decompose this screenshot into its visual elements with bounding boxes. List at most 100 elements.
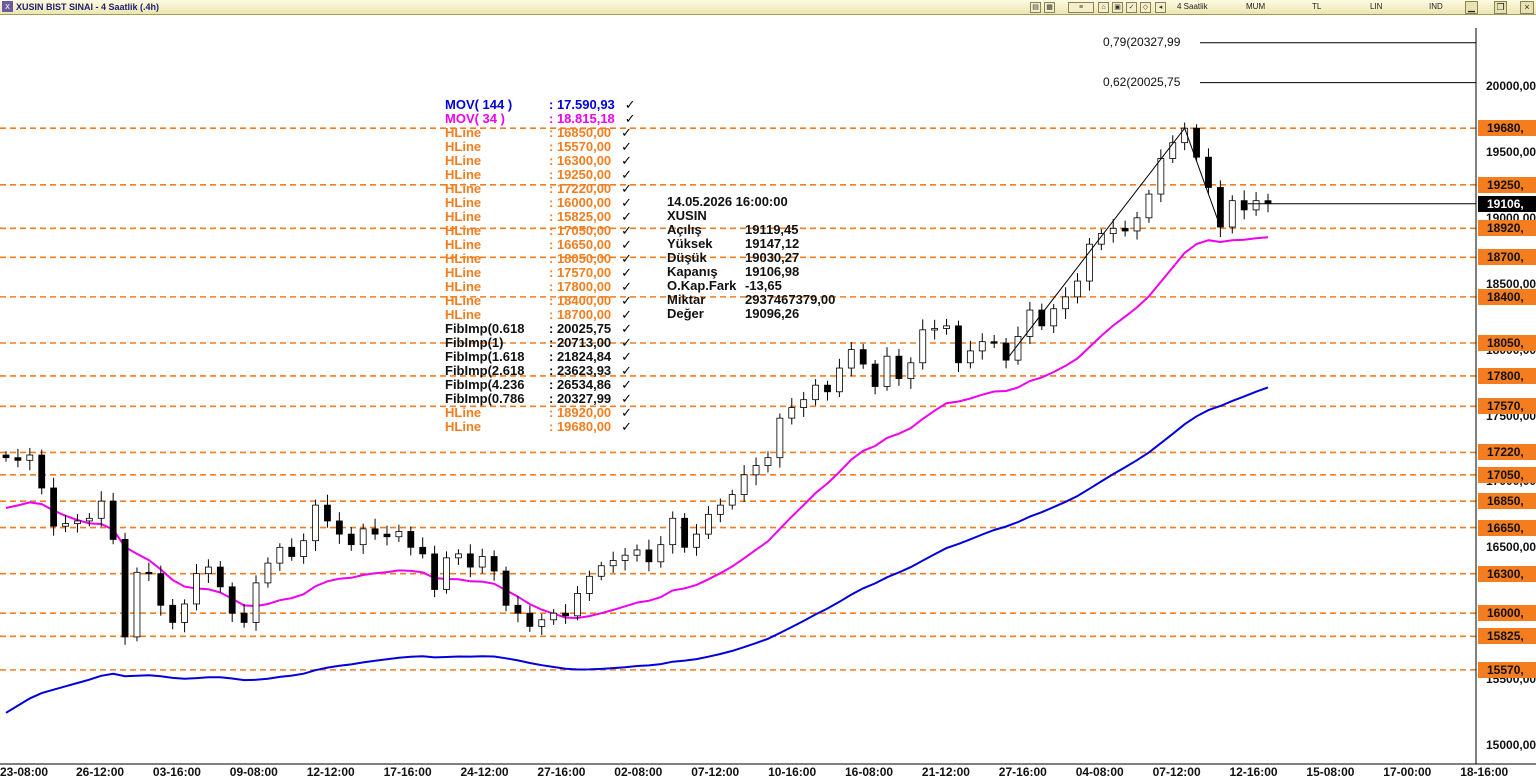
- check-icon[interactable]: ✓: [621, 251, 633, 266]
- check-icon[interactable]: ✓: [621, 125, 633, 140]
- candle-89[interactable]: [1062, 287, 1070, 319]
- candle-62[interactable]: [740, 465, 748, 502]
- toolbar-tool-icon-8[interactable]: ◂: [1155, 2, 1166, 13]
- candle-22[interactable]: [264, 557, 272, 588]
- candle-98[interactable]: [1169, 135, 1177, 163]
- check-icon[interactable]: ✓: [621, 363, 633, 378]
- candle-75[interactable]: [895, 348, 903, 386]
- period-selector[interactable]: 4 Saatlik: [1177, 2, 1208, 11]
- legend-row[interactable]: HLine: 17050,00 ✓: [445, 224, 636, 238]
- candle-97[interactable]: [1157, 149, 1165, 203]
- candle-40[interactable]: [478, 548, 486, 574]
- check-icon[interactable]: ✓: [624, 111, 636, 126]
- check-icon[interactable]: ✓: [621, 153, 633, 168]
- legend-row[interactable]: HLine: 17800,00 ✓: [445, 280, 636, 294]
- candle-55[interactable]: [657, 536, 665, 568]
- legend-row[interactable]: HLine: 18400,00 ✓: [445, 294, 636, 308]
- currency-selector[interactable]: TL: [1312, 2, 1322, 11]
- check-icon[interactable]: ✓: [621, 419, 633, 434]
- candle-56[interactable]: [669, 511, 677, 554]
- candle-72[interactable]: [859, 343, 867, 369]
- toolbar-tool-icon-3[interactable]: ≡: [1068, 2, 1094, 13]
- legend-row[interactable]: FibImp(0.618: 20025,75 ✓: [445, 322, 636, 336]
- candle-34[interactable]: [407, 526, 415, 556]
- candle-47[interactable]: [562, 604, 569, 624]
- legend-row[interactable]: HLine: 16000,00 ✓: [445, 196, 636, 210]
- candle-82[interactable]: [978, 333, 986, 360]
- candle-12[interactable]: [145, 562, 153, 582]
- candle-104[interactable]: [1240, 190, 1248, 220]
- candle-3[interactable]: [38, 449, 46, 495]
- candle-14[interactable]: [169, 598, 177, 630]
- check-icon[interactable]: ✓: [621, 181, 633, 196]
- candle-13[interactable]: [157, 565, 165, 616]
- candle-19[interactable]: [228, 582, 236, 623]
- toolbar-tool-icon-5[interactable]: ▣: [1112, 2, 1123, 13]
- candle-59[interactable]: [705, 506, 712, 539]
- candle-41[interactable]: [490, 550, 498, 581]
- check-icon[interactable]: ✓: [621, 223, 633, 238]
- candle-6[interactable]: [74, 514, 81, 533]
- candle-29[interactable]: [347, 527, 355, 551]
- check-icon[interactable]: ✓: [621, 139, 633, 154]
- legend-row[interactable]: HLine: 18050,00 ✓: [445, 252, 636, 266]
- legend-row[interactable]: HLine: 18920,00 ✓: [445, 406, 636, 420]
- candle-57[interactable]: [681, 513, 689, 553]
- candle-65[interactable]: [776, 413, 784, 468]
- candle-43[interactable]: [514, 595, 522, 623]
- candle-21[interactable]: [252, 575, 260, 631]
- candle-38[interactable]: [455, 549, 462, 565]
- candle-16[interactable]: [193, 564, 200, 611]
- candle-94[interactable]: [1121, 220, 1129, 237]
- check-icon[interactable]: ✓: [621, 321, 633, 336]
- close-button[interactable]: ×: [1520, 1, 1534, 14]
- candle-32[interactable]: [383, 525, 391, 546]
- candle-18[interactable]: [216, 561, 224, 593]
- check-icon[interactable]: ✓: [621, 405, 633, 420]
- legend-row[interactable]: MOV( 144 ): 17.590,93 ✓: [445, 98, 636, 112]
- legend-row[interactable]: MOV( 34 ): 18.815,18 ✓: [445, 112, 636, 126]
- candle-31[interactable]: [371, 518, 379, 540]
- candle-17[interactable]: [204, 559, 212, 584]
- legend-row[interactable]: HLine: 19250,00 ✓: [445, 168, 636, 182]
- legend-row[interactable]: HLine: 15825,00 ✓: [445, 210, 636, 224]
- candle-74[interactable]: [883, 347, 891, 391]
- candle-15[interactable]: [181, 599, 188, 633]
- trend-line-up[interactable]: [1005, 127, 1186, 361]
- check-icon[interactable]: ✓: [621, 279, 633, 294]
- candle-10[interactable]: [121, 532, 129, 645]
- candle-20[interactable]: [240, 603, 248, 628]
- candle-58[interactable]: [693, 524, 700, 556]
- candle-5[interactable]: [62, 515, 69, 533]
- candle-1[interactable]: [14, 448, 22, 468]
- candle-44[interactable]: [526, 605, 534, 632]
- legend-row[interactable]: HLine: 19680,00 ✓: [445, 420, 636, 434]
- toolbar-tool-icon-7[interactable]: ◇: [1140, 2, 1151, 13]
- candle-53[interactable]: [633, 544, 641, 562]
- candle-80[interactable]: [955, 320, 962, 373]
- candle-66[interactable]: [788, 398, 796, 425]
- candle-92[interactable]: [1097, 229, 1105, 251]
- legend-row[interactable]: HLine: 16850,00 ✓: [445, 126, 636, 140]
- candle-99[interactable]: [1181, 122, 1189, 151]
- legend-row[interactable]: FibImp(0.786: 20327,99 ✓: [445, 392, 636, 406]
- check-icon[interactable]: ✓: [621, 265, 633, 280]
- candle-101[interactable]: [1205, 148, 1212, 195]
- legend-row[interactable]: HLine: 15570,00 ✓: [445, 140, 636, 154]
- candle-73[interactable]: [871, 360, 879, 395]
- candle-64[interactable]: [764, 451, 772, 473]
- legend-row[interactable]: FibImp(2.618: 23623,93 ✓: [445, 364, 636, 378]
- legend-row[interactable]: FibImp(1): 20713,00 ✓: [445, 336, 636, 350]
- candle-86[interactable]: [1026, 301, 1034, 345]
- candle-46[interactable]: [550, 608, 558, 625]
- candle-85[interactable]: [1014, 326, 1022, 365]
- candle-60[interactable]: [716, 498, 724, 523]
- check-icon[interactable]: ✓: [621, 391, 633, 406]
- candle-28[interactable]: [335, 512, 343, 544]
- legend-row[interactable]: HLine: 16650,00 ✓: [445, 238, 636, 252]
- candle-54[interactable]: [645, 539, 653, 572]
- candle-90[interactable]: [1074, 273, 1081, 304]
- legend-row[interactable]: FibImp(4.236: 26534,86 ✓: [445, 378, 636, 392]
- candle-27[interactable]: [324, 494, 331, 528]
- candle-52[interactable]: [621, 548, 629, 571]
